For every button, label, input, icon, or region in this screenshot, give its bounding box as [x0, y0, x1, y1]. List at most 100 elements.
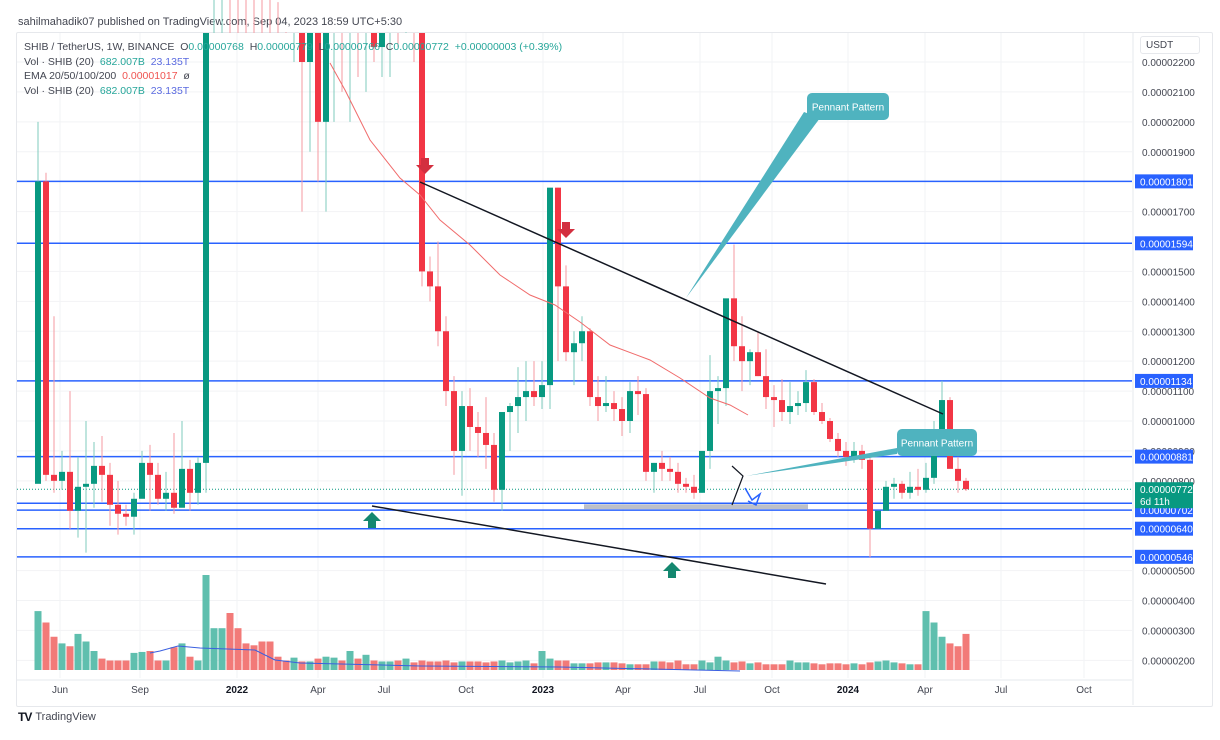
- volume-bar: [634, 664, 642, 670]
- candle-body: [923, 477, 929, 490]
- candle-body: [435, 286, 441, 332]
- price-label-bg: [1135, 549, 1193, 564]
- candle-body: [827, 421, 833, 439]
- last-price-label-bg: [1135, 482, 1193, 509]
- candle-body: [643, 394, 649, 472]
- volume-bar: [290, 657, 298, 670]
- candle: [627, 382, 633, 433]
- pennant-lines: [731, 465, 744, 506]
- volume-bar: [866, 662, 874, 670]
- y-tick-label: 0.00001400: [1142, 297, 1195, 308]
- volume-bar: [922, 611, 930, 670]
- volume-bar: [202, 575, 210, 670]
- candle: [179, 421, 185, 508]
- candle-body: [779, 400, 785, 413]
- candle-body: [595, 397, 601, 407]
- candle: [707, 355, 713, 469]
- ema-indicator-row[interactable]: EMA 20/50/100/200 0.00001017 ø: [24, 70, 190, 82]
- candle: [611, 391, 617, 421]
- candle: [963, 477, 969, 492]
- volume-indicator-row-2[interactable]: Vol · SHIB (20) 682.007B 23.135T: [24, 84, 190, 97]
- candle: [787, 382, 793, 424]
- volume-bar: [162, 660, 170, 670]
- currency-button[interactable]: USDT: [1140, 36, 1200, 54]
- volume-bar: [138, 651, 146, 670]
- volume-bar: [762, 664, 770, 670]
- candle: [51, 316, 57, 493]
- candle-body: [787, 406, 793, 413]
- candle: [955, 456, 961, 493]
- candle-body: [739, 346, 745, 362]
- candle-body: [67, 471, 73, 511]
- candle: [315, 33, 321, 182]
- candle-body: [123, 513, 129, 517]
- volume-bar: [130, 652, 138, 670]
- candle: [555, 187, 561, 362]
- candle: [107, 462, 113, 526]
- volume-bar: [58, 643, 66, 670]
- x-tick-label: 2024: [837, 685, 860, 696]
- candle-body: [523, 391, 529, 398]
- volume-bar: [850, 663, 858, 670]
- candle: [147, 444, 153, 511]
- candle-body: [627, 391, 633, 421]
- candle: [467, 388, 473, 451]
- volume-bar: [730, 662, 738, 670]
- candle-body: [475, 426, 481, 433]
- y-tick-label: 0.00001300: [1142, 327, 1195, 338]
- candle: [771, 385, 777, 427]
- volume-bar: [154, 660, 162, 670]
- candle: [139, 450, 145, 499]
- y-tick-label: 0.00000400: [1142, 597, 1195, 608]
- annotations: Pennant Pattern Pennant Pattern: [329, 62, 977, 585]
- volume-bar: [458, 661, 466, 670]
- candle-body: [659, 462, 665, 469]
- symbol-label[interactable]: SHIB / TetherUS, 1W, BINANCE: [24, 41, 175, 53]
- candle-body: [619, 409, 625, 421]
- price-label: 0.00000702: [1140, 506, 1193, 517]
- volume-bar: [826, 663, 834, 670]
- candle: [619, 397, 625, 436]
- candle-body: [899, 483, 905, 493]
- candle-body: [483, 432, 489, 445]
- candle: [899, 480, 905, 499]
- tradingview-brand[interactable]: TV TradingView: [18, 710, 96, 724]
- volume-bar: [594, 662, 602, 670]
- candle-body: [299, 33, 305, 62]
- candle-body: [379, 33, 385, 48]
- candle-body: [707, 391, 713, 451]
- candle: [699, 450, 705, 493]
- candle: [171, 432, 177, 514]
- callout-box: [807, 93, 889, 120]
- volume-bar: [786, 660, 794, 670]
- candle: [635, 376, 641, 416]
- volume-bar: [890, 662, 898, 670]
- candle-body: [139, 462, 145, 499]
- callout-pointer: [746, 448, 897, 476]
- tradingview-logo-icon: TV: [18, 710, 32, 724]
- candle-body: [683, 483, 689, 487]
- y-tick-label: 0.00001000: [1142, 417, 1195, 428]
- candle: [83, 421, 89, 553]
- candle: [715, 376, 721, 424]
- candle-body: [955, 468, 961, 481]
- candle: [603, 376, 609, 413]
- candle: [43, 172, 49, 481]
- volume-bar: [538, 651, 546, 670]
- volume-bar: [874, 661, 882, 670]
- candle: [531, 361, 537, 407]
- candle: [523, 361, 529, 421]
- candle: [323, 33, 329, 212]
- price-axis: 0.00002200 0.00002100 0.00002000 0.00001900…: [17, 33, 1195, 705]
- volume-indicator-row[interactable]: Vol · SHIB (20) 682.007B 23.135T: [24, 55, 190, 68]
- volume-bar: [194, 660, 202, 670]
- candle: [667, 456, 673, 481]
- candle: [435, 241, 441, 347]
- volume-bar: [362, 654, 370, 670]
- candle: [187, 459, 193, 511]
- candle: [475, 412, 481, 457]
- candle-body: [91, 465, 97, 484]
- candle: [483, 397, 489, 469]
- callout-box: [897, 429, 977, 456]
